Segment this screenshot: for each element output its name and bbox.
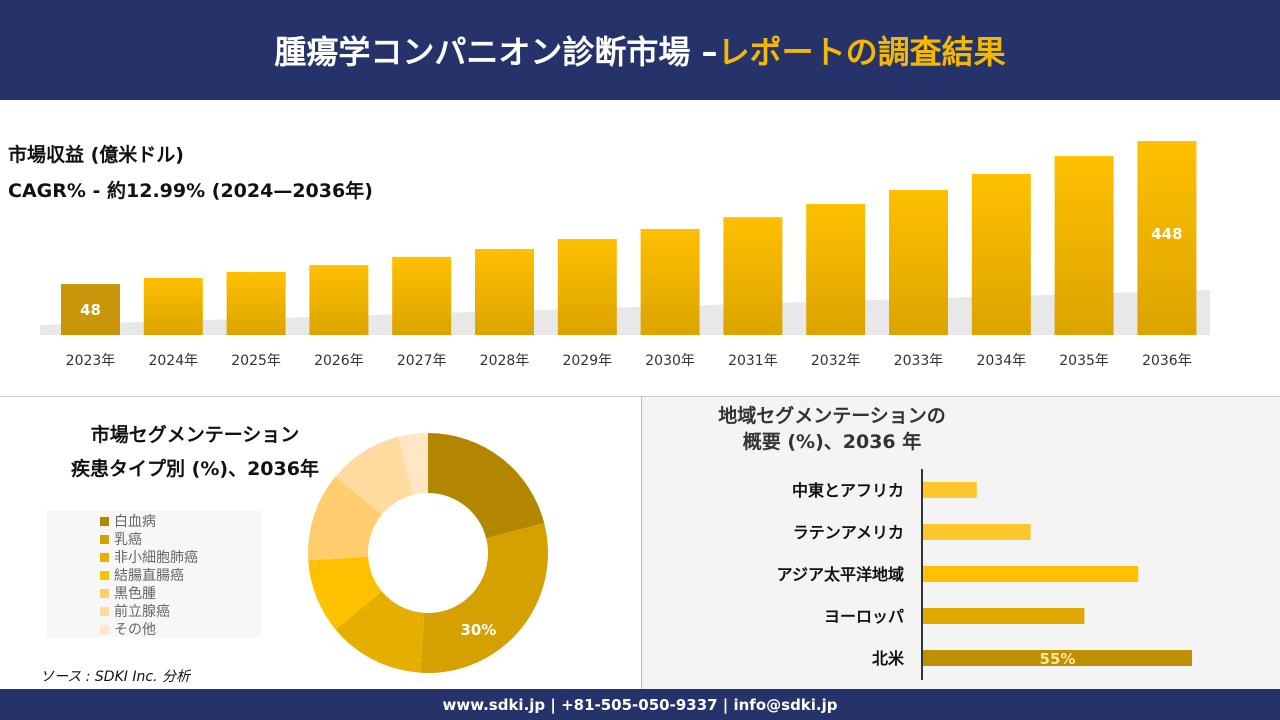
revenue-label: 市場収益 (億米ドル): [8, 144, 184, 166]
bar-2030年: [640, 228, 700, 335]
region-subtitle: 概要 (%)、2036 年: [742, 431, 922, 453]
x-tick-label: 2030年: [645, 353, 695, 369]
page-title-accent: レポートの調査結果: [717, 33, 1006, 71]
category-label: ラテンアメリカ: [793, 523, 904, 542]
bar-ヨーロッパ: [923, 608, 1085, 624]
bar-2031年: [723, 217, 783, 335]
legend-swatch: [100, 588, 109, 598]
bar-2035年: [1054, 156, 1114, 335]
bar-shadow: [40, 290, 1210, 335]
x-tick-label: 2025年: [231, 353, 281, 369]
disease-donut-chart: 30%: [308, 433, 548, 673]
legend-item: 黒色腫: [100, 584, 261, 602]
bar-2034年: [971, 173, 1031, 335]
slice-非小細胞肺癌: [335, 591, 425, 673]
bar-2029年: [557, 238, 617, 335]
bar-アジア太平洋地域: [923, 566, 1139, 582]
bar-2024年: [143, 277, 203, 335]
category-label: アジア太平洋地域: [777, 565, 904, 584]
page-title: 腫瘍学コンパニオン診断市場 –: [274, 33, 718, 71]
legend-swatch: [100, 534, 109, 544]
bar-2023年: [61, 284, 120, 335]
x-tick-label: 2027年: [397, 353, 447, 369]
slice-黒色腫: [308, 476, 382, 561]
x-tick-label: 2033年: [894, 353, 944, 369]
category-label: 中東とアフリカ: [792, 481, 904, 500]
source-note: ソース : SDKI Inc. 分析: [40, 669, 190, 685]
x-tick-label: 2028年: [480, 353, 530, 369]
legend-item: その他: [100, 620, 261, 638]
bar-2036年: [1137, 141, 1197, 335]
bar-2033年: [889, 190, 948, 335]
divider: [0, 396, 1280, 397]
legend-swatch: [100, 606, 109, 616]
legend-swatch: [100, 516, 109, 526]
slice-data-label: 30%: [460, 621, 496, 639]
legend-item: 非小細胞肺癌: [100, 548, 261, 566]
legend-label: その他: [114, 622, 156, 638]
footer-contact: www.sdki.jp | +81-505-050-9337 | info@sd…: [0, 689, 1280, 720]
x-tick-label: 2031年: [728, 353, 778, 369]
x-tick-label: 2023年: [66, 353, 116, 369]
slice-前立腺癌: [335, 436, 414, 515]
bar-2026年: [309, 265, 369, 335]
slice-白血病: [428, 433, 545, 539]
bar-ラテンアメリカ: [923, 524, 1031, 540]
bar-2025年: [226, 271, 286, 335]
legend-label: 黒色腫: [114, 586, 156, 602]
segment-subtitle: 疾患タイプ別 (%)、2036年: [71, 458, 319, 480]
legend-swatch: [100, 624, 109, 634]
data-label: 448: [1151, 225, 1182, 243]
x-tick-label: 2036年: [1142, 353, 1192, 369]
bar-中東とアフリカ: [923, 482, 977, 498]
revenue-bar-chart: 2023年 48 2024年 2025年 2026年 2027年 2028年 2029年 203…: [40, 141, 1210, 369]
bar-data-label: 55%: [1040, 650, 1076, 668]
x-tick-label: 2026年: [314, 353, 364, 369]
slice-結腸直腸癌: [308, 556, 382, 630]
cagr-label: CAGR% - 約12.99% (2024—2036年): [8, 180, 373, 202]
category-label: 北米: [872, 649, 905, 668]
legend-swatch: [100, 552, 109, 562]
legend-label: 前立腺癌: [114, 604, 170, 620]
legend-item: 結腸直腸癌: [100, 566, 261, 584]
bar-北米: [923, 650, 1192, 666]
slice-その他: [398, 433, 428, 495]
legend-item: 乳癌: [100, 530, 261, 548]
legend-label: 結腸直腸癌: [114, 568, 184, 584]
category-label: ヨーロッパ: [824, 607, 904, 626]
region-title: 地域セグメンテーションの: [718, 405, 946, 427]
legend-swatch: [100, 570, 109, 580]
segment-title: 市場セグメンテーション: [90, 424, 300, 446]
x-tick-label: 2034年: [976, 353, 1026, 369]
region-panel: 地域セグメンテーションの 概要 (%)、2036 年 中東とアフリカ ラテンアメリ…: [641, 397, 1280, 689]
header-banner: 腫瘍学コンパニオン診断市場 – レポートの調査結果: [0, 0, 1280, 100]
x-tick-label: 2029年: [562, 353, 612, 369]
data-label: 48: [80, 301, 101, 319]
legend-label: 乳癌: [114, 532, 142, 548]
x-tick-label: 2032年: [811, 353, 861, 369]
legend-label: 白血病: [114, 514, 156, 530]
legend-label: 非小細胞肺癌: [114, 550, 198, 566]
bar-2027年: [392, 256, 452, 335]
slice-乳癌: [420, 523, 548, 673]
legend-item: 白血病: [100, 512, 261, 530]
bar-2028年: [475, 249, 534, 335]
x-tick-label: 2035年: [1059, 353, 1109, 369]
x-tick-label: 2024年: [148, 353, 198, 369]
bar-2032年: [806, 203, 866, 335]
pie-legend: 白血病乳癌非小細胞肺癌 結腸直腸癌黒色腫前立腺癌その他: [46, 511, 261, 638]
legend-item: 前立腺癌: [100, 602, 261, 620]
